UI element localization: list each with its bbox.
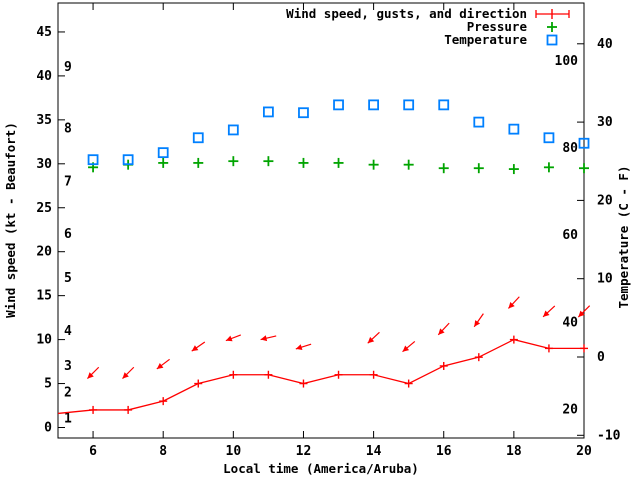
beaufort-label: 3 [64, 359, 72, 374]
temperature-marker [403, 99, 415, 111]
wind-arrow-head [191, 345, 199, 352]
celsius-tick-label: 0 [597, 350, 605, 365]
temperature-marker [333, 99, 344, 111]
kt-tick-label: 25 [36, 201, 52, 216]
kt-tick-label: 0 [44, 421, 52, 436]
x-tick-label: 12 [296, 444, 312, 459]
fahrenheit-label: 80 [562, 141, 578, 156]
wind-arrow-head [402, 345, 410, 352]
temperature-series [87, 99, 590, 166]
kt-tick-label: 20 [36, 245, 52, 260]
kt-tick-label: 35 [36, 113, 52, 128]
celsius-tick-label: 30 [597, 115, 613, 130]
wind-arrow-head [367, 336, 375, 344]
temperature-marker [508, 123, 520, 135]
legend-label-temperature: Temperature [444, 32, 527, 47]
pressure-series [88, 156, 589, 175]
temperature-marker [227, 124, 239, 136]
beaufort-label: 1 [64, 412, 72, 427]
beaufort-label: 9 [64, 60, 72, 75]
wind-arrow-head [543, 310, 550, 317]
beaufort-label: 7 [64, 174, 72, 189]
x-tick-label: 14 [366, 444, 382, 459]
kt-tick-label: 10 [36, 333, 52, 348]
temperature-marker [298, 107, 309, 119]
wind-arrow-head [508, 302, 515, 309]
celsius-tick-label: 20 [597, 193, 613, 208]
celsius-tick-label: -10 [597, 428, 621, 443]
x-tick-label: 10 [226, 444, 242, 459]
x-axis-title: Local time (America/Aruba) [223, 461, 419, 476]
legend-label-wind: Wind speed, gusts, and direction [286, 6, 527, 21]
legend-samples [535, 9, 570, 46]
x-tick-label: 8 [159, 444, 167, 459]
wind-arrow-head [87, 372, 94, 379]
temperature-marker [368, 99, 380, 111]
celsius-tick-label: 40 [597, 37, 613, 52]
wind-arrow-head [578, 310, 585, 318]
kt-tick-label: 40 [36, 69, 52, 84]
wind-arrow-head [122, 372, 129, 379]
wind-arrow-head [474, 320, 481, 327]
temperature-marker [543, 132, 555, 144]
temperature-marker [262, 106, 274, 118]
beaufort-label: 6 [64, 227, 72, 242]
temperature-marker [473, 116, 485, 128]
axes: 6 8 10 12 14 16 18 2005101520253035404512345678… [36, 2, 621, 459]
temperature-marker [122, 154, 134, 166]
x-tick-label: 16 [436, 444, 452, 459]
temperature-marker [157, 147, 169, 159]
wind-arrow-head [260, 335, 268, 342]
left-axis-title: Wind speed (kt - Beaufort) [3, 122, 18, 318]
temperature-marker [192, 132, 204, 144]
fahrenheit-label: 40 [562, 316, 578, 331]
x-tick-label: 18 [506, 444, 522, 459]
fahrenheit-label: 60 [562, 228, 578, 243]
beaufort-label: 4 [64, 324, 72, 339]
temperature-marker [87, 154, 99, 166]
beaufort-label: 5 [64, 271, 72, 286]
fahrenheit-label: 20 [562, 402, 578, 417]
kt-tick-label: 45 [36, 25, 52, 40]
fahrenheit-label: 100 [555, 54, 579, 69]
wind-direction-arrows [86, 296, 591, 380]
wind-series [57, 335, 588, 415]
kt-tick-label: 30 [36, 157, 52, 172]
kt-tick-label: 5 [44, 377, 52, 392]
beaufort-label: 8 [64, 122, 72, 137]
temperature-marker [438, 99, 450, 111]
celsius-tick-label: 10 [597, 272, 613, 287]
kt-tick-label: 15 [36, 289, 52, 304]
temperature-marker [578, 137, 590, 149]
wind-arrow-head [225, 335, 233, 342]
wind-arrow-head [438, 328, 445, 335]
legend-label-pressure: Pressure [467, 19, 528, 34]
x-tick-label: 20 [576, 444, 592, 459]
right-axis-title: Temperature (C - F) [616, 166, 631, 309]
beaufort-label: 2 [64, 385, 72, 400]
wind-arrow-head [156, 362, 164, 369]
x-tick-label: 6 [89, 444, 97, 459]
wind-arrow-head [295, 344, 303, 351]
